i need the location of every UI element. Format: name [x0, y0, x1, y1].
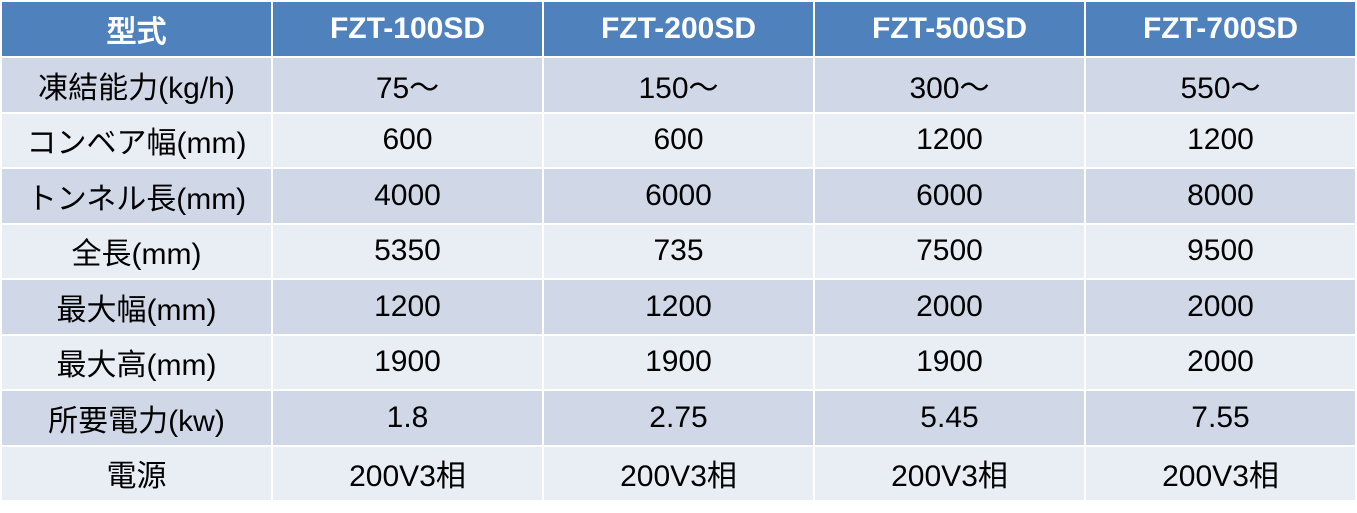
value-cell: 6000	[542, 167, 815, 225]
row-label-cell: 全長(mm)	[0, 222, 273, 280]
value-cell: 200V3相	[542, 444, 815, 502]
value-cell: 7.55	[1084, 389, 1357, 447]
row-label-cell: 電源	[0, 444, 273, 502]
row-label-cell: 最大幅(mm)	[0, 278, 273, 336]
value-cell: 2000	[1084, 278, 1357, 336]
header-model-cell: FZT-500SD	[813, 0, 1086, 58]
value-cell: 2000	[1084, 333, 1357, 391]
value-cell: 200V3相	[1084, 444, 1357, 502]
value-cell: 735	[542, 222, 815, 280]
value-cell: 2000	[813, 278, 1086, 336]
value-cell: 2.75	[542, 389, 815, 447]
table-row: 電源 200V3相 200V3相 200V3相 200V3相	[0, 444, 1357, 502]
value-cell: 1900	[271, 333, 544, 391]
value-cell: 200V3相	[813, 444, 1086, 502]
value-cell: 1900	[813, 333, 1086, 391]
table-row: 最大高(mm) 1900 1900 1900 2000	[0, 333, 1357, 391]
value-cell: 550〜	[1084, 56, 1357, 114]
value-cell: 5.45	[813, 389, 1086, 447]
table-row: トンネル長(mm) 4000 6000 6000 8000	[0, 167, 1357, 225]
value-cell: 5350	[271, 222, 544, 280]
value-cell: 1900	[542, 333, 815, 391]
row-label-cell: 所要電力(kw)	[0, 389, 273, 447]
value-cell: 1200	[271, 278, 544, 336]
value-cell: 4000	[271, 167, 544, 225]
value-cell: 200V3相	[271, 444, 544, 502]
header-model-cell: FZT-200SD	[542, 0, 815, 58]
value-cell: 9500	[1084, 222, 1357, 280]
value-cell: 300〜	[813, 56, 1086, 114]
value-cell: 6000	[813, 167, 1086, 225]
table-row: コンベア幅(mm) 600 600 1200 1200	[0, 111, 1357, 169]
value-cell: 1200	[1084, 111, 1357, 169]
value-cell: 150〜	[542, 56, 815, 114]
table-row: 最大幅(mm) 1200 1200 2000 2000	[0, 278, 1357, 336]
row-label-cell: 最大高(mm)	[0, 333, 273, 391]
value-cell: 8000	[1084, 167, 1357, 225]
row-label-cell: 凍結能力(kg/h)	[0, 56, 273, 114]
table-row: 全長(mm) 5350 735 7500 9500	[0, 222, 1357, 280]
spec-table: 型式 FZT-100SD FZT-200SD FZT-500SD FZT-700…	[0, 0, 1357, 502]
value-cell: 600	[271, 111, 544, 169]
value-cell: 600	[542, 111, 815, 169]
header-row: 型式 FZT-100SD FZT-200SD FZT-500SD FZT-700…	[0, 0, 1357, 58]
table-row: 所要電力(kw) 1.8 2.75 5.45 7.55	[0, 389, 1357, 447]
header-label-cell: 型式	[0, 0, 273, 58]
value-cell: 7500	[813, 222, 1086, 280]
value-cell: 75〜	[271, 56, 544, 114]
value-cell: 1200	[542, 278, 815, 336]
value-cell: 1200	[813, 111, 1086, 169]
table-row: 凍結能力(kg/h) 75〜 150〜 300〜 550〜	[0, 56, 1357, 114]
row-label-cell: トンネル長(mm)	[0, 167, 273, 225]
value-cell: 1.8	[271, 389, 544, 447]
header-model-cell: FZT-700SD	[1084, 0, 1357, 58]
header-model-cell: FZT-100SD	[271, 0, 544, 58]
row-label-cell: コンベア幅(mm)	[0, 111, 273, 169]
